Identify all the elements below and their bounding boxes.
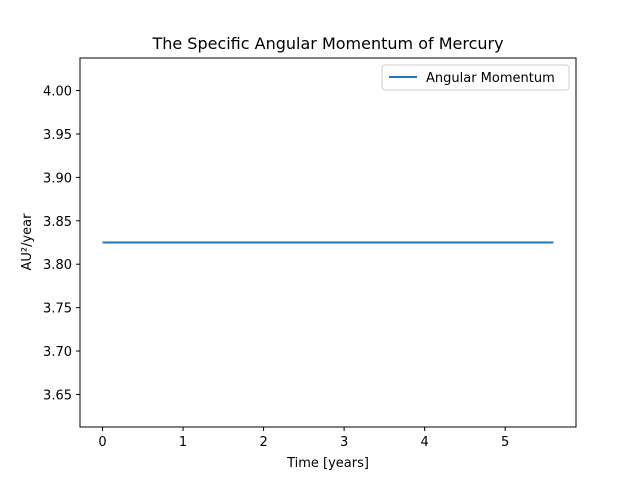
y-tick-label: 3.95 <box>43 128 72 143</box>
chart-title: The Specific Angular Momentum of Mercury <box>151 34 503 53</box>
x-tick-label: 0 <box>98 435 106 450</box>
x-tick-label: 5 <box>501 435 509 450</box>
x-tick-label: 4 <box>420 435 428 450</box>
legend-box <box>381 64 570 91</box>
x-tick-label: 1 <box>179 435 187 450</box>
x-axis: 0 1 2 3 4 5 <box>98 427 509 450</box>
x-axis-label: Time [years] <box>286 456 369 471</box>
y-axis-label: AU²/year <box>20 213 35 271</box>
x-tick-label: 3 <box>340 435 348 450</box>
y-tick-label: 3.70 <box>43 345 72 360</box>
legend: Angular Momentum <box>381 64 570 91</box>
legend-entry-label: Angular Momentum <box>426 71 555 86</box>
plot-area-frame <box>79 57 577 428</box>
y-tick-label: 3.75 <box>43 302 72 317</box>
y-tick-label: 3.90 <box>43 171 72 186</box>
y-tick-label: 3.80 <box>43 258 72 273</box>
y-tick-label: 3.65 <box>43 388 72 403</box>
y-tick-label: 4.00 <box>43 85 72 100</box>
x-tick-label: 2 <box>259 435 267 450</box>
y-axis: 3.65 3.70 3.75 3.80 3.85 3.90 3.95 4.00 <box>43 85 80 403</box>
y-tick-label: 3.85 <box>43 215 72 230</box>
